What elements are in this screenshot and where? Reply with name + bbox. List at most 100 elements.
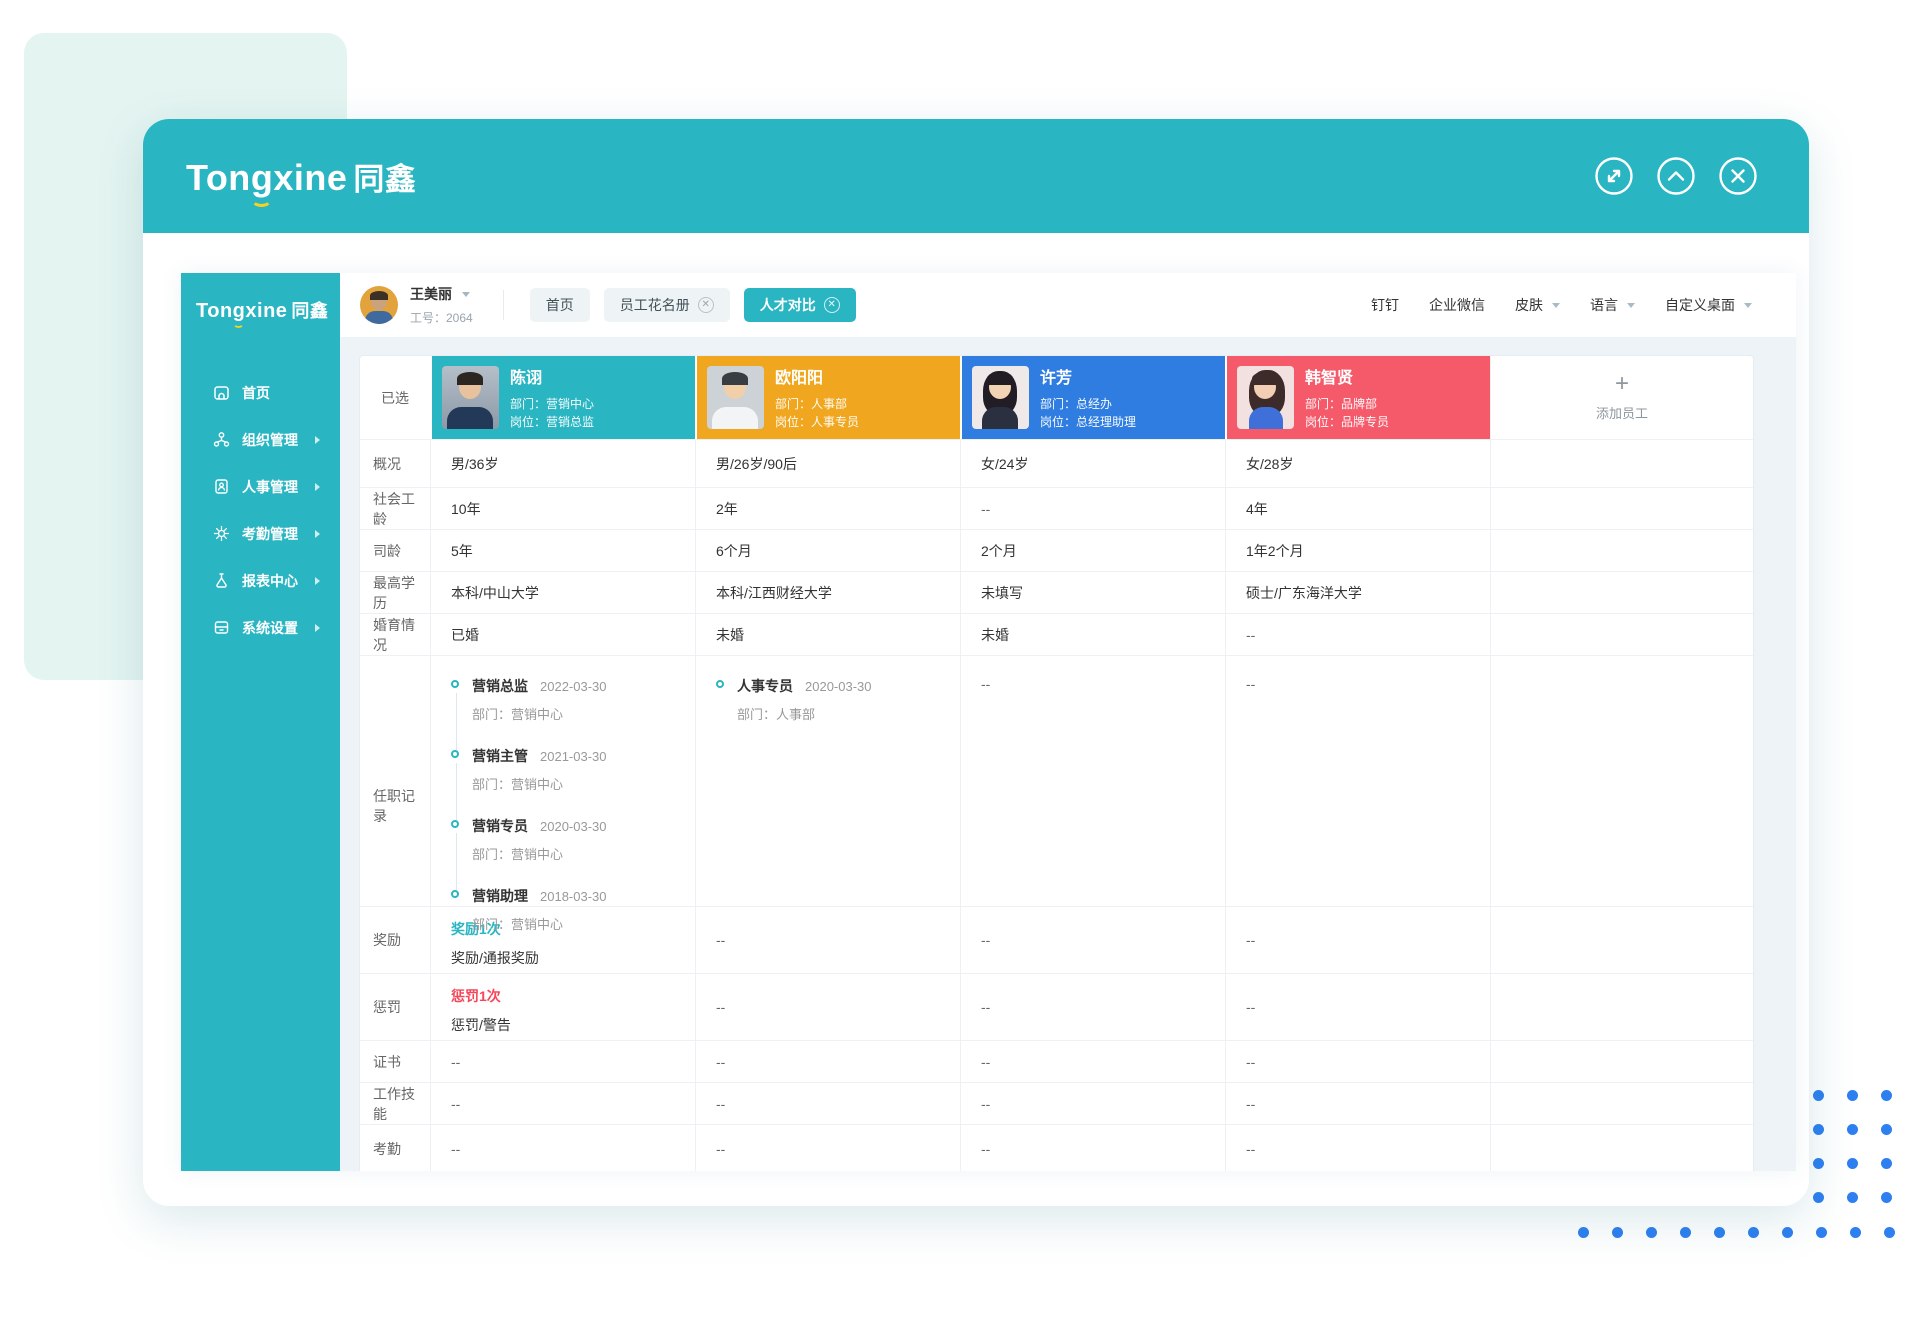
- menu-skin[interactable]: 皮肤: [1515, 295, 1560, 315]
- menu-custom-desktop[interactable]: 自定义桌面: [1665, 295, 1752, 315]
- logo-smile-g: g: [232, 300, 246, 328]
- menu-dingtalk[interactable]: 钉钉: [1371, 297, 1399, 313]
- timeline-dot-icon: [716, 680, 724, 688]
- cell-value: --: [960, 488, 1225, 529]
- cell-value: --: [960, 1125, 1225, 1171]
- report-icon: [213, 572, 230, 589]
- cell-value: --: [1225, 1083, 1490, 1124]
- timeline-item: 营销专员 2020-03-30 部门：营销中心: [451, 816, 607, 890]
- sidebar-item-label: 系统设置: [242, 619, 298, 636]
- employee-card-ouyangyang[interactable]: 欧阳阳 部门：人事部 岗位：人事专员: [695, 356, 960, 439]
- sidebar-item-settings[interactable]: 系统设置: [181, 604, 340, 651]
- fullscreen-icon[interactable]: [1595, 157, 1633, 195]
- app-body: Tongxine 同鑫 首页 组织管理 人事管理: [181, 273, 1796, 1171]
- user-employee-no: 工号：2064: [410, 311, 473, 325]
- org-icon: [213, 431, 230, 448]
- chevron-right-icon: [315, 482, 320, 491]
- table-row-skills: 工作技能 -- -- -- --: [360, 1082, 1753, 1124]
- table-row-social-seniority: 社会工龄 10年 2年 -- 4年: [360, 487, 1753, 529]
- sidebar-menu: 首页 组织管理 人事管理 考勤管理: [181, 369, 340, 651]
- sidebar: Tongxine 同鑫 首页 组织管理 人事管理: [181, 273, 340, 1171]
- timeline-item: 营销总监 2022-03-30 部门：营销中心: [451, 676, 607, 750]
- cell-value: 10年: [430, 488, 695, 529]
- user-block: 王美丽 工号：2064: [410, 284, 473, 326]
- employee-card-chenxu[interactable]: 陈诩 部门：营销中心 岗位：营销总监: [430, 356, 695, 439]
- employee-post: 岗位：营销总监: [510, 415, 595, 429]
- row-label: 社会工龄: [373, 490, 415, 527]
- sidebar-item-home[interactable]: 首页: [181, 369, 340, 416]
- add-employee-button[interactable]: + 添加员工: [1490, 356, 1753, 439]
- chevron-down-icon: [1552, 303, 1560, 308]
- cell-value: --: [1225, 1125, 1490, 1171]
- tab-talent-compare[interactable]: 人才对比 ✕: [743, 288, 856, 322]
- cell-empty: [1490, 907, 1753, 973]
- cell-value: 5年: [430, 530, 695, 571]
- cell-empty: [1490, 572, 1753, 613]
- employee-dept: 部门：总经办: [1040, 397, 1113, 411]
- employee-photo: [972, 366, 1029, 429]
- cell-value: 硕士/广东海洋大学: [1225, 572, 1490, 613]
- topbar-menus: 钉钉 企业微信 皮肤 语言 自定义桌面: [1371, 295, 1752, 315]
- cell-value: --: [695, 974, 960, 1040]
- employment-timeline: 人事专员 2020-03-30 部门：人事部: [695, 656, 960, 956]
- chevron-right-icon: [315, 623, 320, 632]
- row-label: 证书: [373, 1053, 401, 1070]
- sidebar-item-attendance[interactable]: 考勤管理: [181, 510, 340, 557]
- cell-value: --: [695, 1041, 960, 1082]
- employee-card-xufang[interactable]: 许芳 部门：总经办 岗位：总经理助理: [960, 356, 1225, 439]
- sidebar-item-org[interactable]: 组织管理: [181, 416, 340, 463]
- row-label: 工作技能: [373, 1085, 415, 1122]
- close-icon[interactable]: [1719, 157, 1757, 195]
- cell-value: --: [430, 1041, 695, 1082]
- row-label: 最高学历: [373, 574, 415, 611]
- employee-card-hanzhixian[interactable]: 韩智贤 部门：品牌部 岗位：品牌专员: [1225, 356, 1490, 439]
- table-header-row: 已选 陈诩 部门：营销中心 岗位：营销总监: [360, 356, 1753, 439]
- punishment-count-link[interactable]: 惩罚1次: [451, 988, 501, 1004]
- dots-decoration-block: [1813, 1090, 1892, 1203]
- comparison-table: 已选 陈诩 部门：营销中心 岗位：营销总监: [359, 355, 1754, 1171]
- attendance-icon: [213, 525, 230, 542]
- chevron-down-icon: [1744, 303, 1752, 308]
- user-avatar[interactable]: [360, 286, 398, 324]
- menu-language[interactable]: 语言: [1590, 295, 1635, 315]
- collapse-icon[interactable]: [1657, 157, 1695, 195]
- user-name: 王美丽: [410, 286, 452, 302]
- tab-bar: 首页 员工花名册 ✕ 人才对比 ✕: [529, 288, 856, 322]
- plus-icon: +: [1614, 370, 1629, 397]
- close-icon[interactable]: ✕: [823, 297, 840, 313]
- employee-name: 陈诩: [510, 370, 543, 387]
- timeline-dot-icon: [451, 750, 459, 758]
- hr-doc-icon: [213, 478, 230, 495]
- tab-home[interactable]: 首页: [529, 288, 590, 322]
- cell-value: 男/26岁/90后: [695, 440, 960, 487]
- employee-post: 岗位：总经理助理: [1040, 415, 1137, 429]
- cell-value: 6个月: [695, 530, 960, 571]
- reward-count-link[interactable]: 奖励1次: [451, 921, 501, 937]
- menu-wecom[interactable]: 企业微信: [1429, 297, 1485, 313]
- employment-timeline: 营销总监 2022-03-30 部门：营销中心 营销主管 2021-03-30 部门…: [430, 656, 695, 956]
- table-row-punishment: 惩罚 惩罚1次 惩罚/警告 -- -- --: [360, 973, 1753, 1040]
- window-titlebar: Tongxine 同鑫: [143, 119, 1809, 233]
- cell-value: --: [430, 1083, 695, 1124]
- sidebar-item-label: 人事管理: [242, 478, 298, 495]
- cell-value: --: [1225, 656, 1490, 956]
- cell-value: 本科/江西财经大学: [695, 572, 960, 613]
- employee-post: 岗位：品牌专员: [1305, 415, 1390, 429]
- selected-label: 已选: [381, 389, 409, 406]
- timeline-dot-icon: [451, 820, 459, 828]
- cell-value: --: [1225, 974, 1490, 1040]
- cell-empty: [1490, 656, 1753, 956]
- cell-value: 女/28岁: [1225, 440, 1490, 487]
- table-row-certificates: 证书 -- -- -- --: [360, 1040, 1753, 1082]
- employee-name: 许芳: [1040, 370, 1073, 387]
- home-icon: [213, 384, 230, 401]
- cell-value: --: [695, 1083, 960, 1124]
- cell-value: --: [430, 1125, 695, 1171]
- cell-value: 未婚: [695, 614, 960, 655]
- user-menu[interactable]: 王美丽: [410, 284, 473, 304]
- close-icon[interactable]: ✕: [697, 297, 714, 313]
- cell-empty: [1490, 488, 1753, 529]
- tab-roster[interactable]: 员工花名册 ✕: [603, 288, 730, 322]
- sidebar-item-reports[interactable]: 报表中心: [181, 557, 340, 604]
- sidebar-item-hr[interactable]: 人事管理: [181, 463, 340, 510]
